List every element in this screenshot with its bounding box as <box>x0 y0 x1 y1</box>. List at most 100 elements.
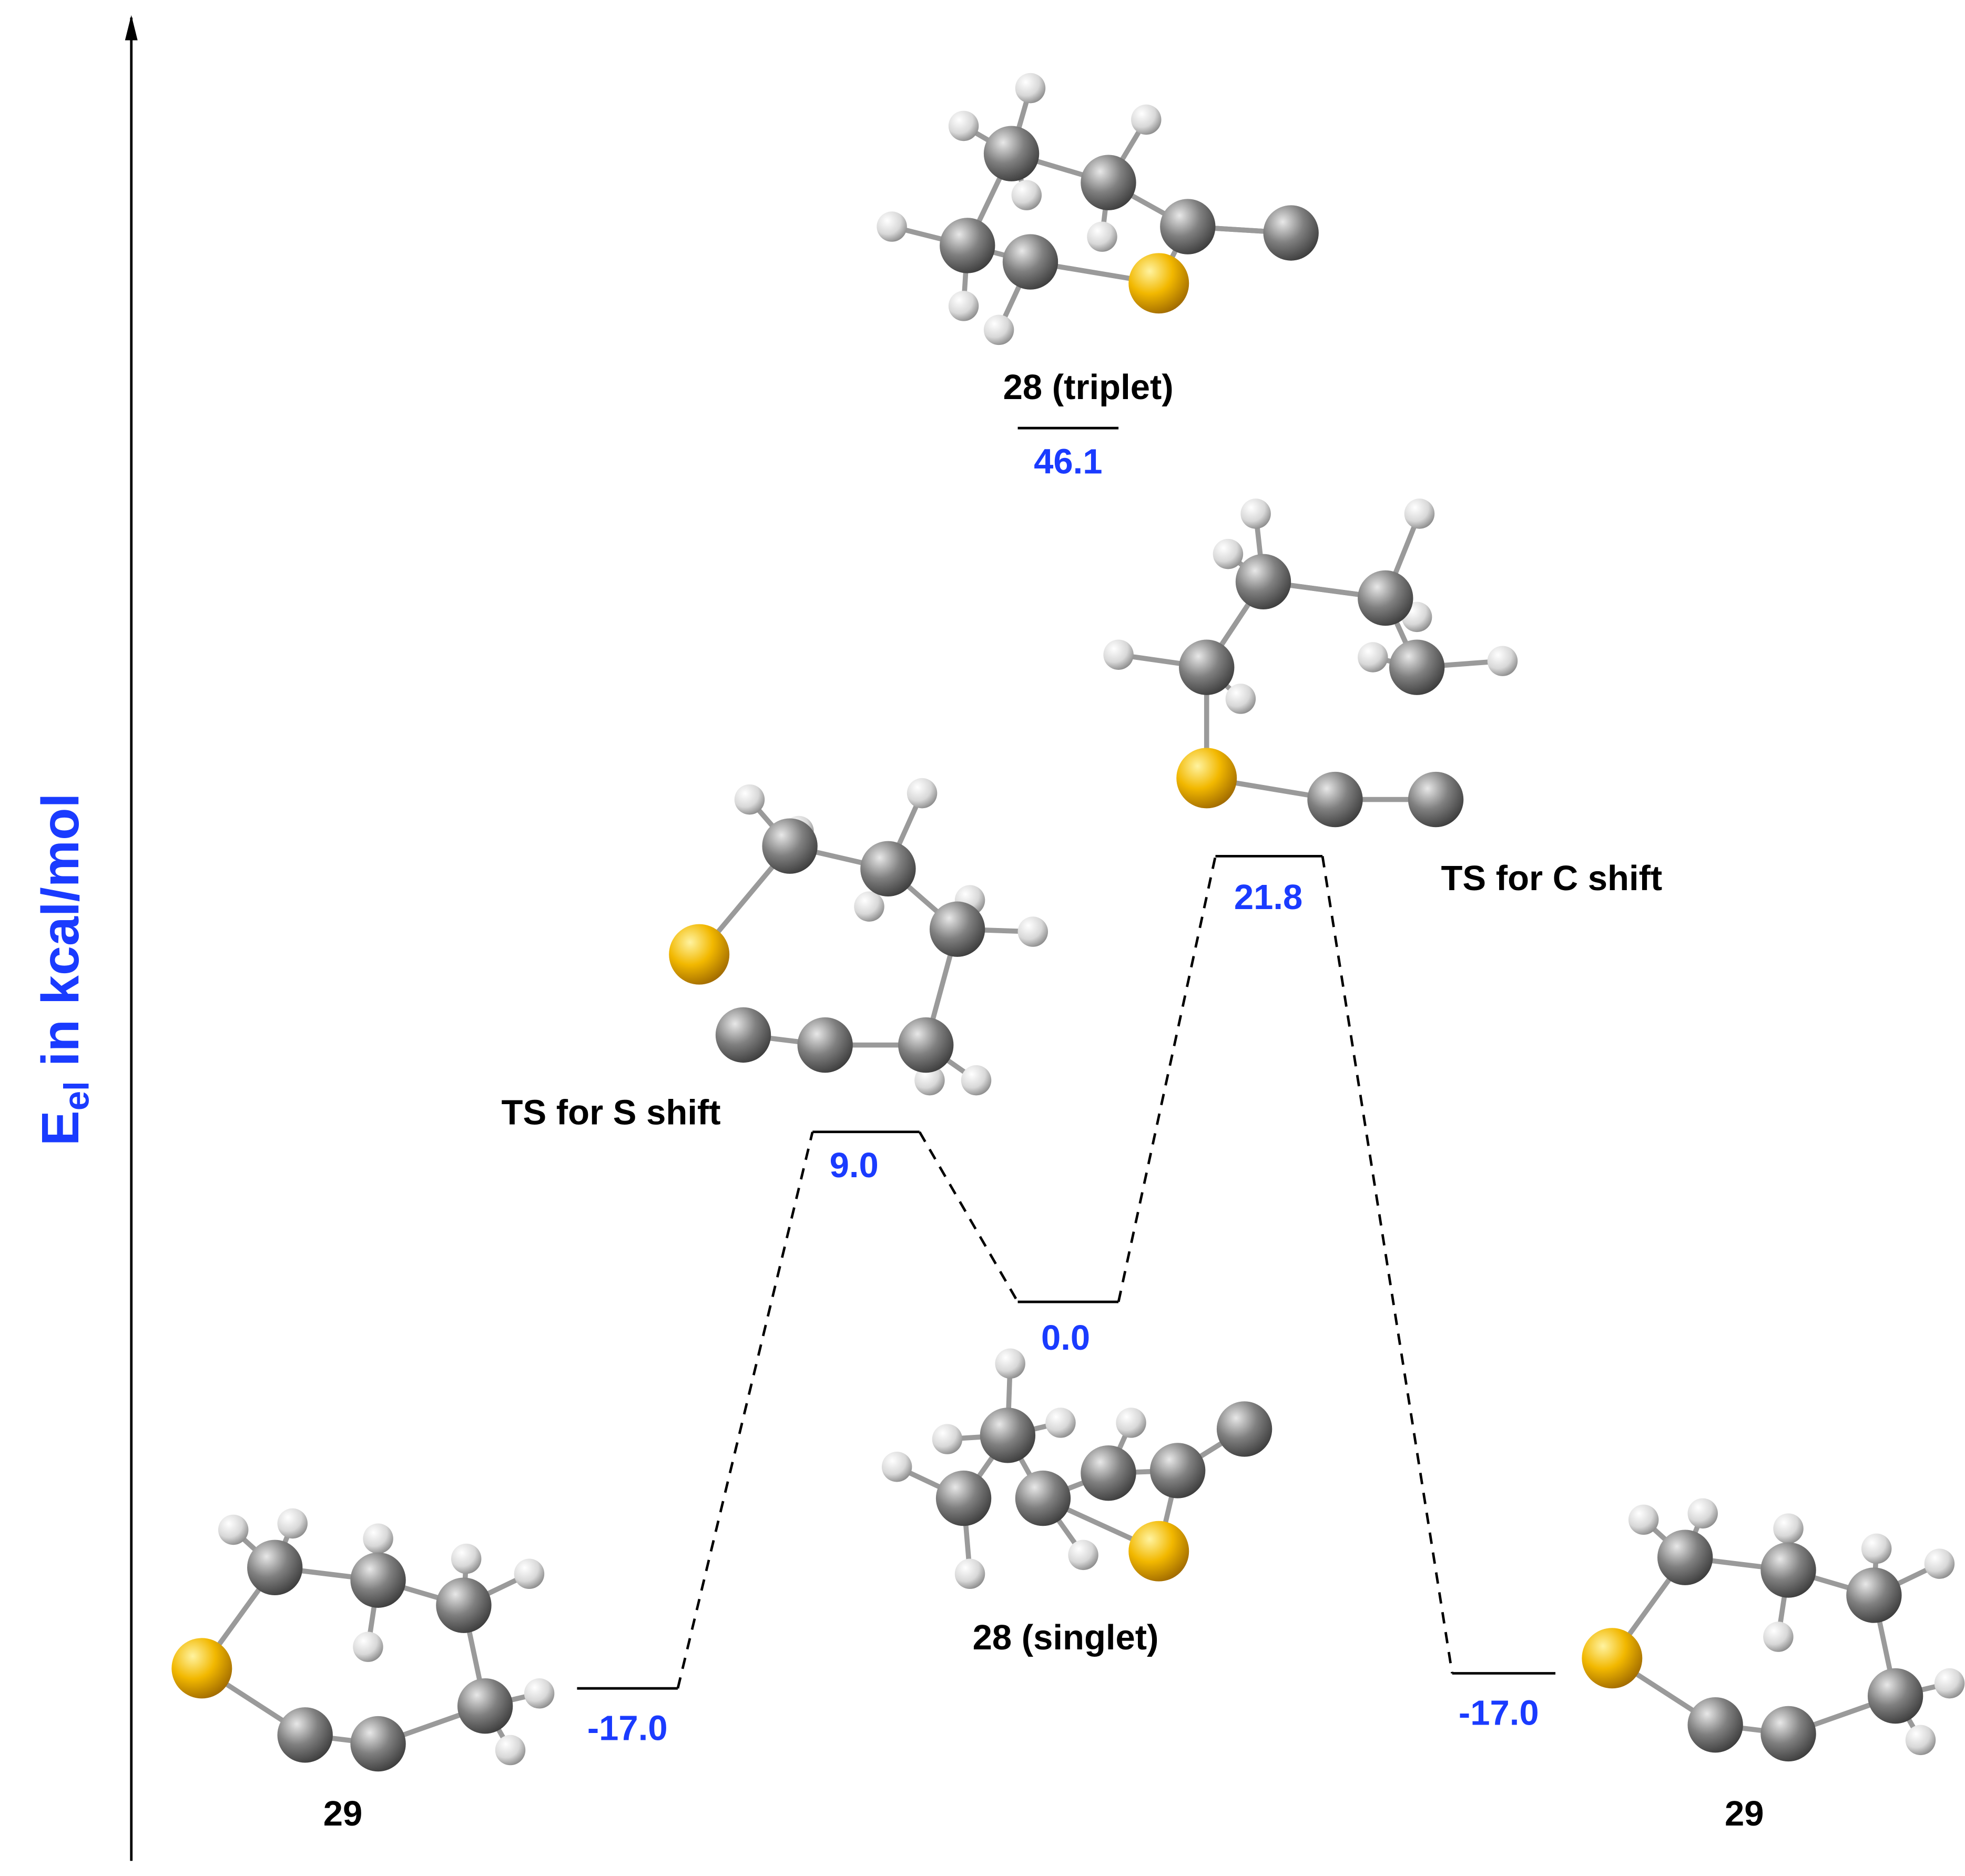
hydrogen-atom <box>1905 1725 1936 1756</box>
carbon-atom <box>935 1470 992 1526</box>
hydrogen-atom <box>1628 1504 1659 1535</box>
hydrogen-atom <box>1487 646 1518 676</box>
carbon-atom <box>1867 1668 1923 1724</box>
hydrogen-atom <box>1068 1539 1098 1571</box>
hydrogen-atom <box>1934 1668 1965 1699</box>
hydrogen-atom <box>451 1543 482 1574</box>
hydrogen-atom <box>1087 221 1117 252</box>
hydrogen-atom <box>907 778 938 809</box>
hydrogen-atom <box>948 291 979 321</box>
hydrogen-atom <box>495 1735 526 1766</box>
carbon-atom <box>436 1577 492 1633</box>
state-name: TS for C shift <box>1441 859 1662 898</box>
hydrogen-atom <box>1358 642 1388 672</box>
connector <box>676 1131 814 1689</box>
molecule <box>1582 1498 1965 1762</box>
hydrogen-atom <box>954 1558 985 1589</box>
connector <box>1117 855 1217 1302</box>
carbon-atom <box>1081 155 1136 210</box>
carbon-atom <box>929 901 985 957</box>
carbon-atom <box>1307 771 1363 828</box>
energy-label: -17.0 <box>1459 1694 1539 1733</box>
hydrogen-atom <box>1116 1408 1146 1438</box>
carbon-atom <box>762 818 818 874</box>
carbon-atom <box>1216 1401 1272 1457</box>
hydrogen-atom <box>1225 684 1256 714</box>
carbon-atom <box>898 1017 954 1073</box>
axis-label-main: E <box>31 1110 90 1146</box>
hydrogen-atom <box>932 1424 963 1454</box>
molecule <box>877 73 1319 345</box>
carbon-atom <box>1760 1706 1816 1762</box>
axis-label-subscript: el <box>57 1081 96 1110</box>
hydrogen-atom <box>1861 1533 1892 1564</box>
carbon-atom <box>350 1552 406 1608</box>
carbon-atom <box>350 1716 406 1772</box>
hydrogen-atom <box>1763 1622 1794 1652</box>
state-name: 29 <box>323 1794 363 1833</box>
carbon-atom <box>1179 639 1235 695</box>
energy-label: -17.0 <box>587 1708 668 1748</box>
carbon-atom <box>860 841 916 896</box>
hydrogen-atom <box>1687 1498 1718 1529</box>
sulfur-atom <box>1176 748 1237 809</box>
hydrogen-atom <box>1011 180 1042 210</box>
carbon-atom <box>1408 771 1464 828</box>
molecule <box>1103 498 1518 828</box>
carbon-atom <box>1002 234 1058 290</box>
molecule <box>881 1348 1272 1589</box>
carbon-atom <box>1687 1697 1743 1753</box>
hydrogen-atom <box>734 784 765 815</box>
hydrogen-atom <box>353 1632 383 1662</box>
hydrogen-atom <box>1404 498 1435 529</box>
molecule <box>669 778 1048 1096</box>
connections <box>676 855 1454 1689</box>
carbon-atom <box>940 218 995 273</box>
carbon-atom <box>1263 205 1319 261</box>
hydrogen-atom <box>961 1065 992 1096</box>
hydrogen-atom <box>881 1452 912 1482</box>
hydrogen-atom <box>218 1514 249 1545</box>
hydrogen-atom <box>524 1678 555 1709</box>
sulfur-atom <box>1128 253 1189 314</box>
sulfur-atom <box>1128 1521 1189 1582</box>
hydrogen-atom <box>1213 538 1244 569</box>
hydrogen-atom <box>854 891 884 922</box>
hydrogen-atom <box>914 1065 945 1096</box>
carbon-atom <box>1389 639 1445 695</box>
carbon-atom <box>1846 1567 1902 1623</box>
hydrogen-atom <box>1045 1408 1076 1438</box>
hydrogen-atom <box>1131 104 1162 135</box>
molecule <box>171 1508 555 1772</box>
carbon-atom <box>715 1007 771 1063</box>
state-name: 28 (triplet) <box>1003 368 1174 407</box>
carbon-atom <box>1657 1530 1713 1585</box>
carbon-atom <box>1081 1445 1136 1501</box>
carbon-atom <box>1015 1470 1071 1526</box>
carbon-atom <box>247 1539 303 1595</box>
hydrogen-atom <box>363 1523 393 1554</box>
hydrogen-atom <box>1103 639 1134 670</box>
connector <box>918 1131 1019 1303</box>
hydrogen-atom <box>995 1348 1025 1379</box>
sulfur-atom <box>1582 1628 1643 1689</box>
sulfur-atom <box>669 924 730 985</box>
carbon-atom <box>980 1408 1036 1463</box>
connector <box>1321 855 1454 1674</box>
hydrogen-atom <box>1017 916 1048 947</box>
axis-arrow <box>125 15 138 40</box>
state-name: 29 <box>1725 1794 1764 1833</box>
carbon-atom <box>1160 199 1216 254</box>
hydrogen-atom <box>514 1558 545 1589</box>
carbon-atom <box>1760 1542 1816 1598</box>
axis-label-unit: in kcal/mol <box>31 793 90 1082</box>
axis-label: Eel in kcal/mol <box>31 793 96 1146</box>
hydrogen-atom <box>277 1508 308 1539</box>
carbon-atom <box>277 1707 333 1763</box>
carbon-atom <box>457 1678 513 1734</box>
state-name: TS for S shift <box>502 1093 721 1132</box>
hydrogen-atom <box>1240 498 1271 529</box>
energy-label: 46.1 <box>1034 442 1102 481</box>
